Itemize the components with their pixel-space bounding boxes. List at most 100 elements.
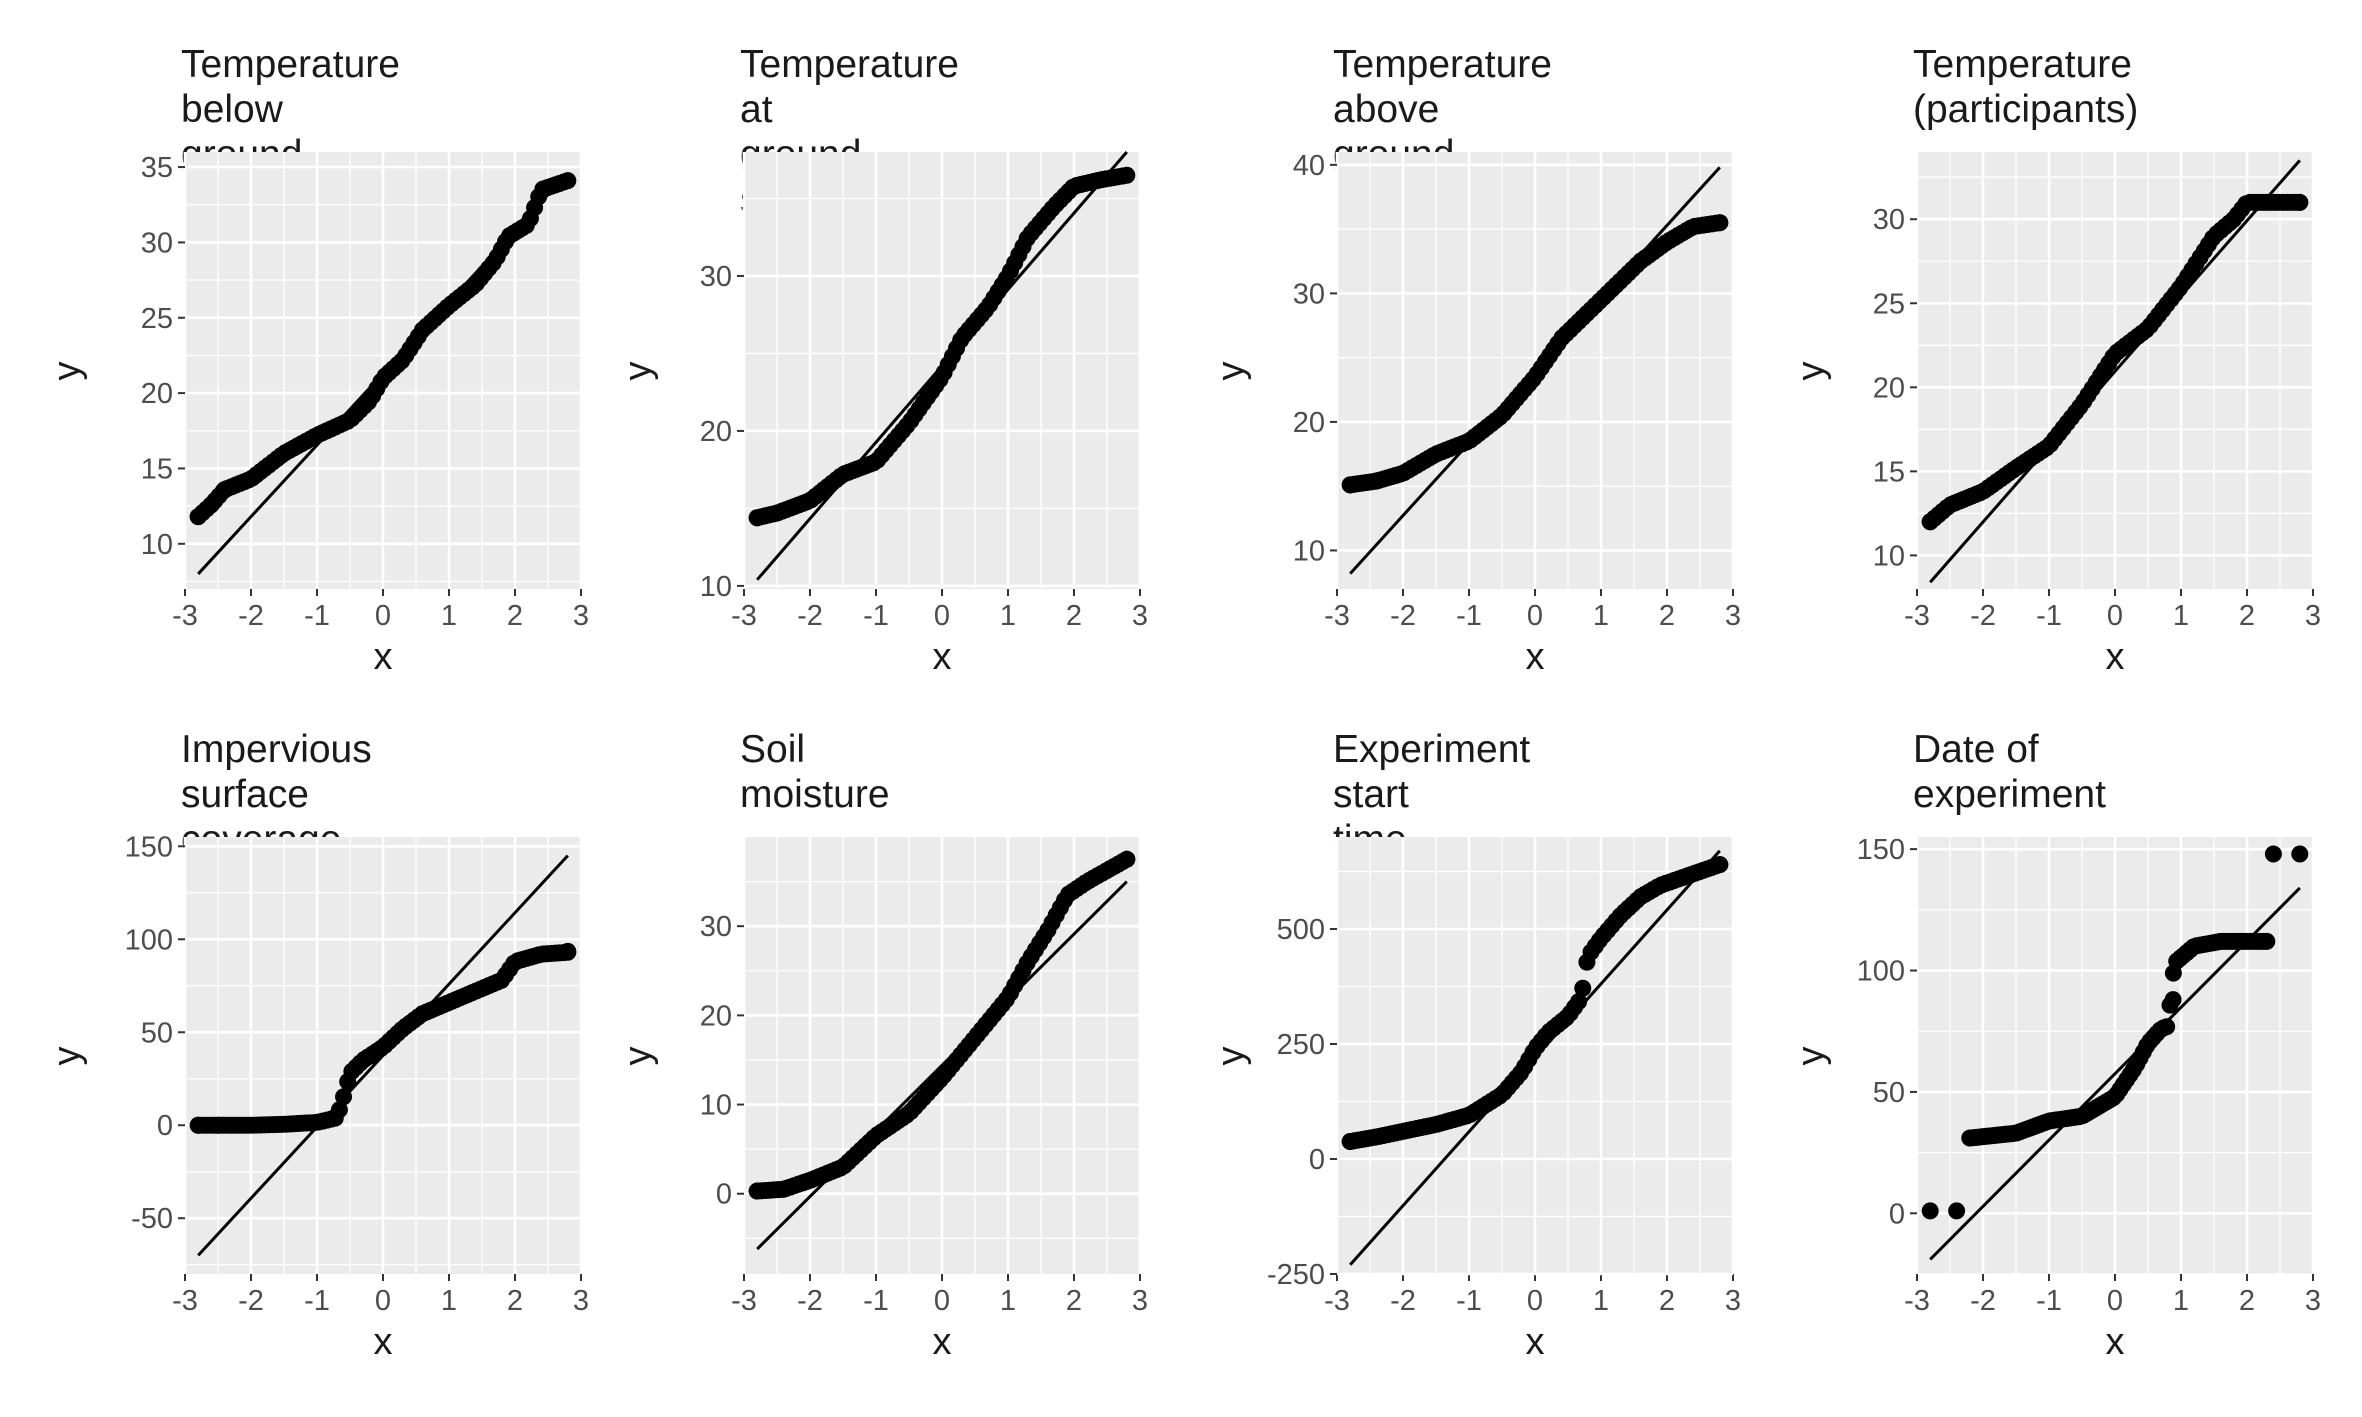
data-point xyxy=(1669,226,1687,244)
data-point xyxy=(819,477,837,495)
data-point xyxy=(1673,224,1691,242)
data-point xyxy=(885,1114,903,1132)
data-point xyxy=(2224,211,2242,229)
y-tick-label: 10 xyxy=(141,529,173,561)
data-point xyxy=(1035,210,1053,228)
data-point xyxy=(418,317,436,335)
data-point xyxy=(2216,218,2234,236)
data-point xyxy=(1374,1126,1392,1144)
data-point xyxy=(218,1116,236,1134)
y-tick-label: 20 xyxy=(141,378,173,410)
data-point xyxy=(939,356,957,374)
data-point xyxy=(823,474,841,492)
data-point xyxy=(956,325,974,343)
data-point xyxy=(463,278,481,296)
data-point xyxy=(1076,874,1094,892)
data-point xyxy=(1994,1126,2012,1144)
data-point xyxy=(864,454,882,472)
data-point xyxy=(281,441,299,459)
data-point xyxy=(559,943,577,961)
data-point xyxy=(2248,932,2266,950)
data-point xyxy=(823,1162,841,1180)
data-point xyxy=(1686,217,1704,235)
data-point xyxy=(2101,1091,2119,1109)
data-point xyxy=(1511,1064,1529,1082)
data-point xyxy=(923,1080,941,1098)
data-point xyxy=(555,173,573,191)
data-point xyxy=(517,949,535,967)
data-point xyxy=(1006,254,1024,272)
data-point xyxy=(810,484,828,502)
data-point xyxy=(1590,931,1608,949)
data-point xyxy=(2208,225,2226,243)
panel-title: Temperature below ground xyxy=(181,43,400,176)
data-point xyxy=(1437,441,1455,459)
data-point xyxy=(542,944,560,962)
data-point xyxy=(355,1050,373,1068)
y-axis-title: y xyxy=(1790,1046,1832,1065)
data-point xyxy=(1072,175,1090,193)
data-point xyxy=(1056,891,1074,909)
panel-title: Experiment start time xyxy=(1333,728,1531,861)
x-tick-label: -3 xyxy=(172,1285,198,1317)
data-point xyxy=(2234,932,2252,950)
y-tick-label: 100 xyxy=(125,924,173,956)
data-point xyxy=(2108,343,2126,361)
y-tick-label: 0 xyxy=(157,1110,173,1142)
panel-title: Soil moisture xyxy=(740,728,890,816)
data-point xyxy=(198,500,216,518)
data-point xyxy=(894,1109,912,1127)
data-point xyxy=(1636,249,1654,267)
data-point xyxy=(1026,941,1044,959)
data-point xyxy=(1599,921,1617,939)
x-tick-label: -1 xyxy=(863,1285,889,1317)
data-point xyxy=(1921,513,1939,531)
data-point xyxy=(1487,1090,1505,1108)
data-point xyxy=(827,471,845,489)
data-point xyxy=(1702,858,1720,876)
data-point xyxy=(1549,335,1567,353)
data-point xyxy=(509,952,527,970)
x-tick-label: 1 xyxy=(441,1285,457,1317)
data-point xyxy=(2008,458,2026,476)
data-point xyxy=(330,416,348,434)
data-point xyxy=(459,985,477,1003)
data-point xyxy=(943,347,961,365)
data-point xyxy=(773,1180,791,1198)
data-point xyxy=(2148,1025,2166,1043)
data-point xyxy=(289,437,307,455)
data-point xyxy=(534,945,552,963)
data-point xyxy=(2150,306,2168,324)
data-point xyxy=(2029,444,2047,462)
plot-background xyxy=(185,837,581,1274)
plot-background xyxy=(1917,837,2313,1274)
y-axis-title: y xyxy=(46,1046,88,1065)
data-point xyxy=(1582,300,1600,318)
data-point xyxy=(1408,456,1426,474)
data-point xyxy=(1570,993,1588,1011)
data-point xyxy=(1503,395,1521,413)
x-tick-label: 1 xyxy=(1593,1285,1609,1317)
data-point xyxy=(1039,921,1057,939)
data-point xyxy=(1358,473,1376,491)
data-point xyxy=(550,944,568,962)
data-point xyxy=(748,509,766,527)
data-point xyxy=(1354,1130,1372,1148)
data-point xyxy=(1707,214,1725,232)
data-point xyxy=(2161,996,2179,1014)
plot-background xyxy=(185,152,581,589)
x-tick-label: 3 xyxy=(1132,600,1148,632)
data-point xyxy=(1628,891,1646,909)
x-tick-label: -3 xyxy=(731,1285,757,1317)
data-point xyxy=(2183,261,2201,279)
data-point xyxy=(1578,305,1596,323)
data-point xyxy=(1085,172,1103,190)
data-point xyxy=(2100,354,2118,372)
data-point xyxy=(1060,885,1078,903)
data-point xyxy=(393,1021,411,1039)
x-tick-label: -2 xyxy=(238,1285,264,1317)
data-point xyxy=(2270,193,2288,211)
data-point xyxy=(1673,869,1691,887)
data-point xyxy=(840,463,858,481)
